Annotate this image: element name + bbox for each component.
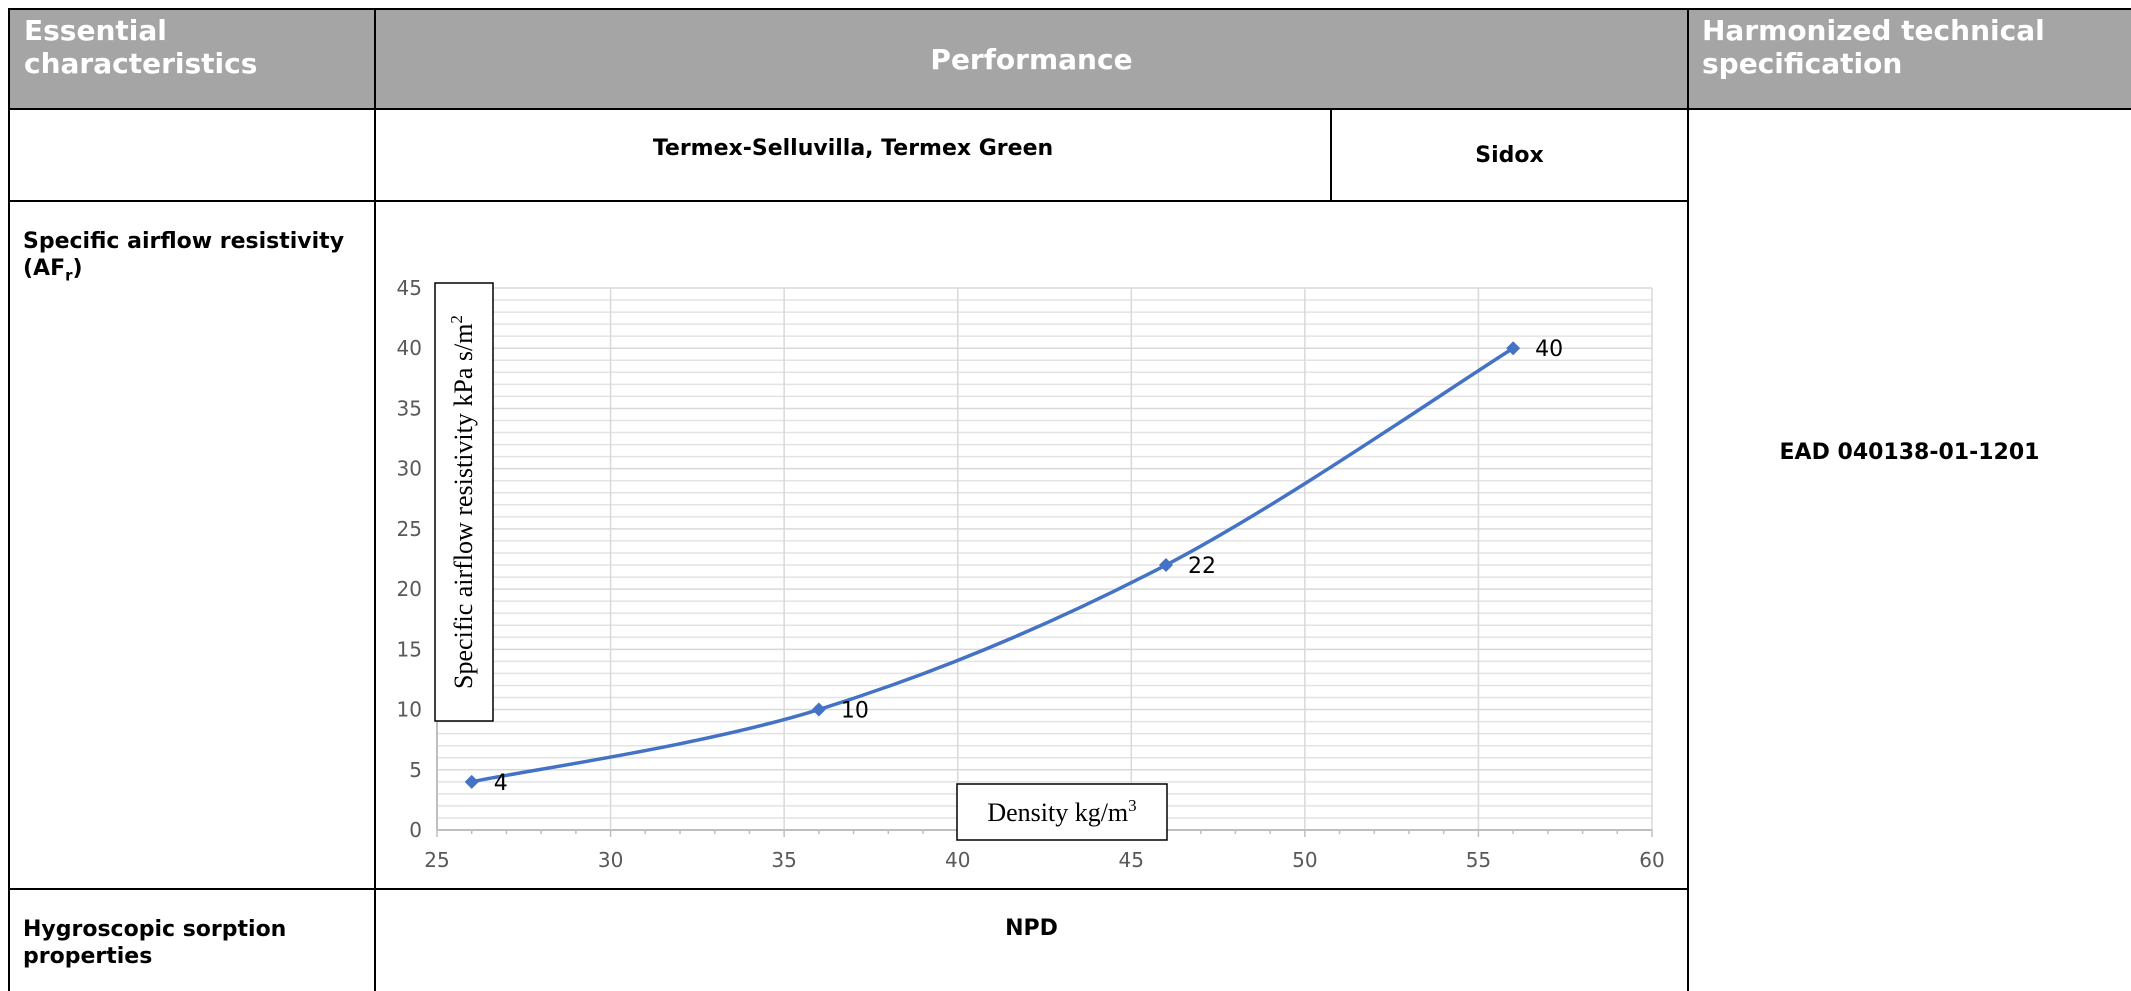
data-point-marker [1159,558,1173,573]
data-point-marker [464,774,479,789]
x-axis-title-sup: 3 [1128,796,1137,815]
y-tick-label: 30 [397,457,422,481]
rule-top [8,8,2131,10]
minor-grid [437,299,1652,819]
data-label: 4 [494,771,508,796]
specification-value: EAD 040138-01-1201 [1688,440,2131,465]
header-essential-characteristics: Essential characteristics [10,10,375,109]
x-tick-label: 50 [1292,848,1317,872]
product-a-text: Termex-Selluvilla, Termex Green [652,136,1054,161]
x-tick-label: 45 [1119,848,1144,872]
product-b-label: Sidox [1331,109,1688,201]
x-axis-title-text: Density kg/m [987,798,1128,827]
x-tick-labels: 25 30 35 40 45 50 55 60 [424,848,1664,872]
y-tick-label: 15 [397,637,422,661]
characteristic-airflow-text: Specific airflow resistivity (AF [23,229,345,281]
y-tick-label: 10 [397,698,422,722]
rule-subheader-split [1330,108,1332,201]
y-axis-title: Specific airflow resistivity kPa s/m2 [447,315,478,689]
y-axis-title-box [434,282,494,722]
characteristic-airflow-close: ) [72,256,83,281]
rule-left [8,8,10,991]
x-axis-title: Density kg/m3 [987,796,1136,827]
header-performance: Performance [375,10,1688,109]
rule-below-chart-row [8,888,1689,890]
rule-col1 [374,8,376,991]
x-tick-label: 60 [1639,848,1664,872]
major-grid [437,287,1653,830]
data-label: 22 [1188,554,1216,579]
y-tick-label: 5 [409,758,422,782]
y-tick-label: 0 [409,818,422,842]
header-col2-text: Performance [930,43,1133,76]
x-tick-label: 40 [945,848,970,872]
rule-below-subheader [8,200,1689,202]
y-axis-title-sup: 2 [447,315,466,324]
y-tick-label: 40 [397,336,422,360]
data-label: 10 [841,699,869,724]
airflow-resistivity-chart: 25 30 35 40 45 50 55 60 0 5 10 15 20 25 30 35 40 45 4 10 2… [397,276,1665,872]
x-tick-label: 35 [771,848,796,872]
characteristic-airflow-resistivity: Specific airflow resistivity (AFr) [10,228,360,289]
x-tick-label: 55 [1466,848,1491,872]
y-tick-label: 25 [397,517,422,541]
x-axis-title-box [956,783,1168,841]
header-col3-text: Harmonized technical specification [1702,14,2045,80]
y-tick-label: 20 [397,577,422,601]
y-tick-label: 35 [397,396,422,420]
characteristic-hygroscopic-sorption: Hygroscopic sorption properties [10,916,360,970]
y-tick-label: 45 [397,276,422,300]
product-a-label: Termex-Selluvilla, Termex Green [375,109,1331,201]
characteristic-hygroscopic-text: Hygroscopic sorption properties [23,917,287,969]
x-tick-label: 30 [598,848,623,872]
data-labels: 4 10 22 40 [494,337,1563,796]
series-markers [464,341,1521,789]
performance-npd: NPD [375,916,1688,941]
y-tick-labels: 0 5 10 15 20 25 30 35 40 45 [397,276,422,842]
product-b-text: Sidox [1475,142,1544,168]
header-col1-text: Essential characteristics [24,14,258,80]
data-point-marker [811,702,826,717]
rule-below-header [8,108,2131,110]
data-label: 40 [1535,337,1563,362]
x-tick-label: 25 [424,848,449,872]
specification-text: EAD 040138-01-1201 [1779,440,2040,465]
performance-npd-text: NPD [1005,916,1058,941]
data-point-marker [1506,341,1521,356]
series-line [471,346,1515,784]
rule-col3 [1687,8,1689,991]
y-axis-title-text: Specific airflow resistivity kPa s/m [449,324,478,689]
header-harmonized-specification: Harmonized technical specification [1688,10,2131,109]
characteristic-airflow-subscript: r [65,266,73,285]
